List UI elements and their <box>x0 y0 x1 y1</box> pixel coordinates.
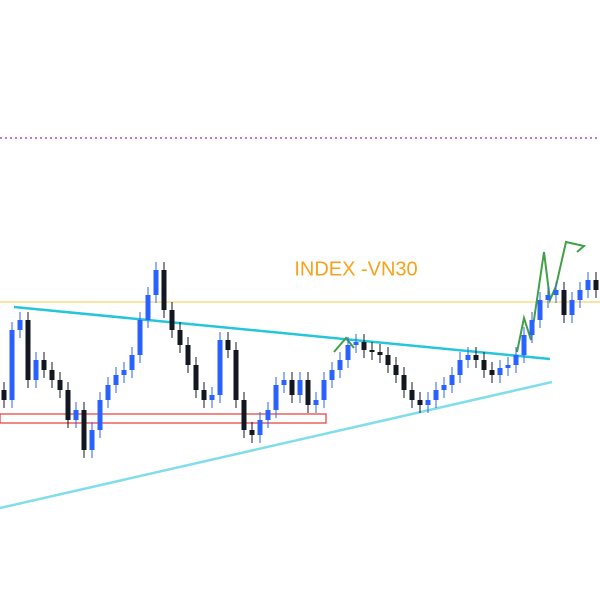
candle-body <box>201 390 207 400</box>
candle-body <box>129 355 135 370</box>
support-zone <box>0 413 327 424</box>
candle-body <box>161 270 167 310</box>
candle-body <box>457 360 463 375</box>
candle-body <box>121 370 127 375</box>
candle-body <box>569 300 575 315</box>
arrow-annotation <box>333 336 355 353</box>
candle-body <box>425 400 431 405</box>
candle-body <box>369 350 375 352</box>
candle-body <box>209 395 215 400</box>
candle-body <box>281 380 287 385</box>
candle-body <box>361 342 367 350</box>
candle-body <box>577 290 583 300</box>
candle-body <box>401 375 407 390</box>
candle-body <box>545 295 551 300</box>
candle-body <box>25 320 31 380</box>
candle-body <box>57 380 63 390</box>
candle-body <box>353 342 359 345</box>
candle-body <box>561 290 567 315</box>
candle-body <box>81 410 87 450</box>
chart-title: INDEX -VN30 <box>294 258 417 280</box>
candle-body <box>553 290 559 295</box>
candle-body <box>257 420 263 435</box>
candle-body <box>497 368 503 375</box>
candle-body <box>9 330 15 400</box>
candle-body <box>513 355 519 365</box>
candle-body <box>273 385 279 410</box>
candle-body <box>505 365 511 368</box>
candle-body <box>289 380 295 395</box>
candle-body <box>41 360 47 370</box>
candle-body <box>225 340 231 350</box>
candle-body <box>241 400 247 430</box>
candle-body <box>417 400 423 405</box>
candle-body <box>529 320 535 335</box>
candle-body <box>113 375 119 385</box>
support-trendline <box>0 380 553 510</box>
candle-body <box>145 295 151 320</box>
candle-body <box>233 350 239 400</box>
candle-body <box>449 375 455 385</box>
candle-body <box>265 410 271 420</box>
candle-body <box>217 340 223 395</box>
candle-body <box>33 360 39 380</box>
candle-body <box>321 380 327 400</box>
candle-body <box>409 390 415 400</box>
candle-body <box>337 360 343 370</box>
resistance-trendline <box>13 305 551 361</box>
candle-body <box>433 390 439 400</box>
candle-body <box>305 380 311 405</box>
candle-body <box>313 400 319 405</box>
candle-body <box>177 330 183 345</box>
candle-body <box>593 280 599 290</box>
candle-body <box>249 430 255 435</box>
candle-body <box>465 355 471 360</box>
candle-body <box>17 320 23 330</box>
candle-body <box>329 370 335 380</box>
candle-body <box>473 355 479 360</box>
candle-body <box>185 345 191 365</box>
candle-body <box>153 270 159 295</box>
candle-body <box>49 370 55 380</box>
candle-body <box>65 390 71 420</box>
candle-body <box>585 280 591 290</box>
candle-body <box>105 385 111 400</box>
candle-body <box>193 365 199 390</box>
candle-body <box>521 335 527 355</box>
candle-body <box>97 400 103 430</box>
candle-body <box>377 352 383 355</box>
candle-body <box>89 430 95 450</box>
candle-body <box>297 380 303 395</box>
candle-body <box>537 300 543 320</box>
candle-body <box>385 355 391 365</box>
candle-body <box>393 365 399 375</box>
candle-body <box>1 390 7 400</box>
candle-body <box>441 385 447 390</box>
candle-body <box>481 360 487 370</box>
candle-body <box>73 410 79 420</box>
candle-body <box>137 320 143 355</box>
candle-body <box>169 310 175 330</box>
candle-body <box>489 370 495 375</box>
candle-body <box>345 345 351 360</box>
